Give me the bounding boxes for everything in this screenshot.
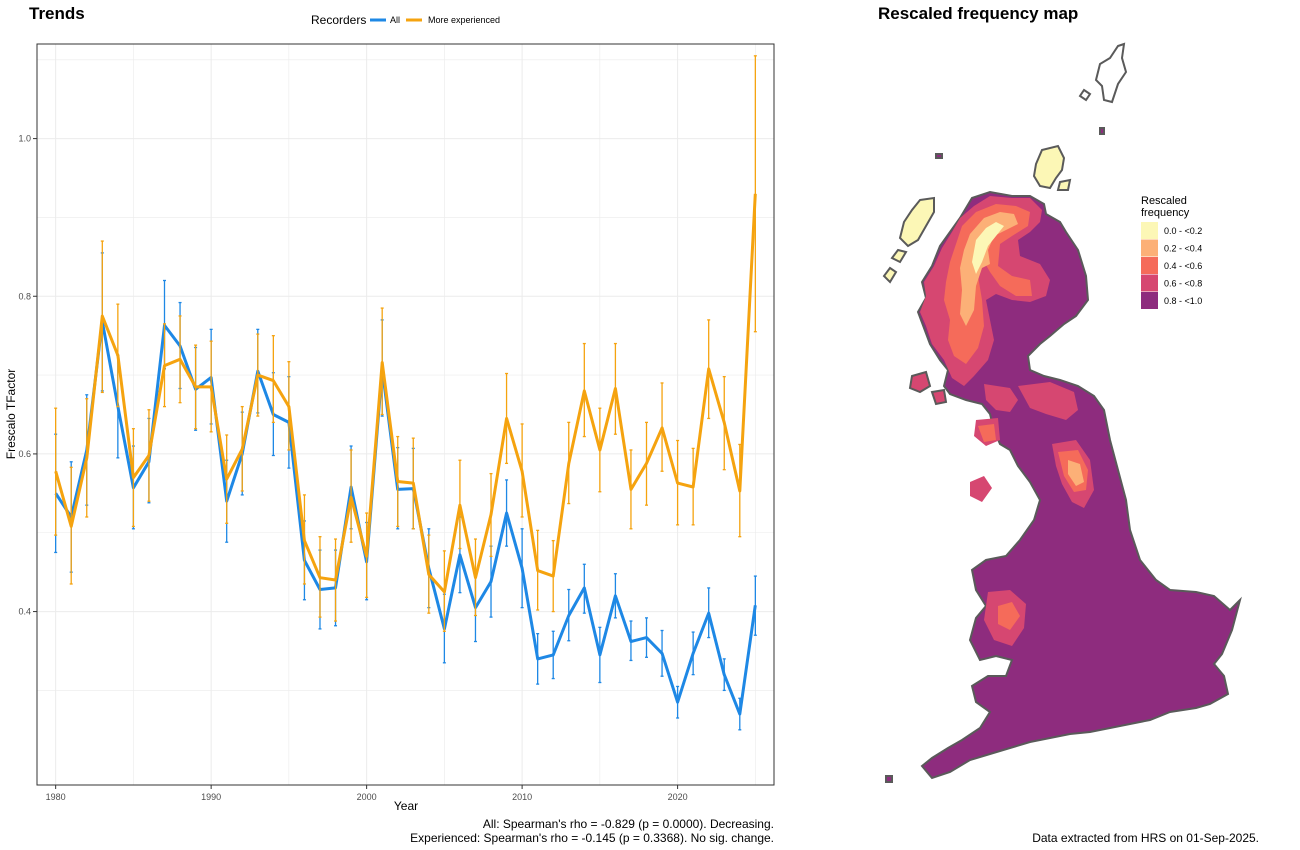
map-legend-label: 0.2 - <0.4 bbox=[1164, 244, 1202, 254]
x-tick-label: 1990 bbox=[201, 792, 221, 802]
data-source-caption: Data extracted from HRS on 01-Sep-2025. bbox=[1032, 831, 1259, 845]
map-legend-items: 0.0 - <0.2 0.2 - <0.4 0.4 - <0.6 0.6 - <0.8… bbox=[1141, 222, 1202, 309]
map-legend-swatch bbox=[1141, 257, 1158, 274]
series-line bbox=[54, 320, 757, 716]
chart-marks bbox=[54, 55, 757, 731]
x-axis-label: Year bbox=[394, 799, 418, 813]
frequency-map: Rescaled frequency 0.0 - <0.20.2 - <0.40… bbox=[882, 42, 1242, 783]
map-region-orkney bbox=[1032, 144, 1072, 191]
map-band-0.2-0.4 bbox=[960, 212, 1084, 486]
trends-chart: 1980 1990 2000 2010 2020 0.4 0.6 0.8 1.0 Recorde… bbox=[4, 13, 775, 813]
series-line bbox=[54, 193, 757, 594]
map-title: Rescaled frequency map bbox=[878, 4, 1079, 23]
chart-axes: 1980 1990 2000 2010 2020 0.4 0.6 0.8 1.0 bbox=[18, 134, 687, 802]
map-legend-swatch bbox=[1141, 274, 1158, 292]
y-tick-label: 1.0 bbox=[18, 134, 31, 144]
y-tick-label: 0.6 bbox=[18, 449, 31, 459]
x-tick-label: 2010 bbox=[512, 792, 532, 802]
y-axis-label: Frescalo TFactor bbox=[4, 369, 18, 459]
map-legend-title-line2: frequency bbox=[1141, 207, 1190, 219]
map-legend-swatch bbox=[1141, 292, 1158, 309]
x-tick-label: 2020 bbox=[668, 792, 688, 802]
map-region-shetland bbox=[1078, 42, 1128, 104]
map-legend-title-line1: Rescaled bbox=[1141, 195, 1187, 207]
stats-line-experienced: Experienced: Spearman's rho = -0.145 (p … bbox=[410, 831, 774, 845]
stats-line-all: All: Spearman's rho = -0.829 (p = 0.0000… bbox=[482, 817, 774, 831]
chart-gridlines bbox=[37, 44, 774, 785]
map-legend-label: 0.0 - <0.2 bbox=[1164, 226, 1202, 236]
map-region-outer-hebrides bbox=[882, 196, 935, 284]
legend-label-more-experienced: More experienced bbox=[428, 15, 500, 25]
stats-caption: All: Spearman's rho = -0.829 (p = 0.0000… bbox=[410, 817, 774, 845]
y-tick-label: 0.8 bbox=[18, 291, 31, 301]
trends-title: Trends bbox=[29, 4, 85, 23]
map-small-islands bbox=[885, 127, 1105, 783]
legend-label-all: All bbox=[390, 15, 400, 25]
plot-panel-border bbox=[36, 43, 775, 786]
x-tick-label: 1980 bbox=[46, 792, 66, 802]
map-legend-label: 0.6 - <0.8 bbox=[1164, 279, 1202, 289]
y-tick-label: 0.4 bbox=[18, 607, 31, 617]
chart-legend: Recorders All More experienced bbox=[311, 13, 500, 27]
map-legend-swatch bbox=[1141, 222, 1158, 239]
map-legend: Rescaled frequency 0.0 - <0.20.2 - <0.40… bbox=[1141, 195, 1202, 309]
map-legend-label: 0.8 - <1.0 bbox=[1164, 296, 1202, 306]
map-legend-swatch bbox=[1141, 239, 1158, 257]
map-band-0.0-0.2 bbox=[972, 222, 1004, 274]
x-tick-label: 2000 bbox=[357, 792, 377, 802]
legend-title: Recorders bbox=[311, 13, 366, 27]
series-more-experienced bbox=[54, 55, 757, 632]
series-all bbox=[54, 252, 757, 731]
map-legend-label: 0.4 - <0.6 bbox=[1164, 261, 1202, 271]
